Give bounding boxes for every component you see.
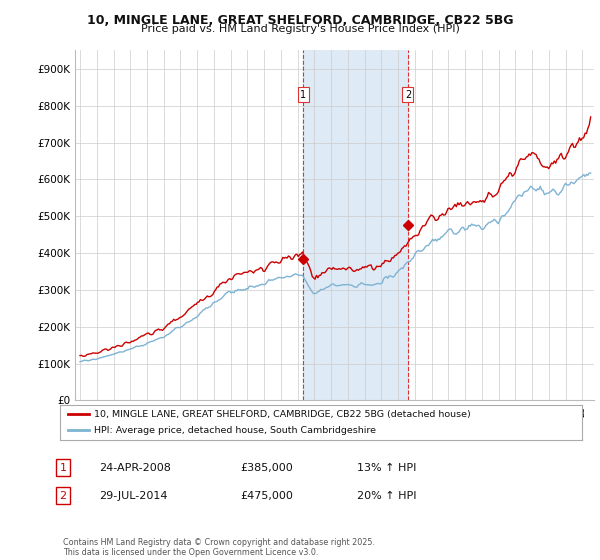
Bar xyxy=(303,50,408,400)
Text: 13% ↑ HPI: 13% ↑ HPI xyxy=(357,463,416,473)
Text: 2: 2 xyxy=(59,491,67,501)
Text: 24-APR-2008: 24-APR-2008 xyxy=(99,463,171,473)
Text: 10, MINGLE LANE, GREAT SHELFORD, CAMBRIDGE, CB22 5BG (detached house): 10, MINGLE LANE, GREAT SHELFORD, CAMBRID… xyxy=(94,410,470,419)
Text: Price paid vs. HM Land Registry's House Price Index (HPI): Price paid vs. HM Land Registry's House … xyxy=(140,24,460,34)
Text: HPI: Average price, detached house, South Cambridgeshire: HPI: Average price, detached house, Sout… xyxy=(94,426,376,435)
Text: 20% ↑ HPI: 20% ↑ HPI xyxy=(357,491,416,501)
Text: £385,000: £385,000 xyxy=(240,463,293,473)
Text: 1: 1 xyxy=(300,90,307,100)
Text: £475,000: £475,000 xyxy=(240,491,293,501)
Text: Contains HM Land Registry data © Crown copyright and database right 2025.
This d: Contains HM Land Registry data © Crown c… xyxy=(63,538,375,557)
Text: 10, MINGLE LANE, GREAT SHELFORD, CAMBRIDGE, CB22 5BG: 10, MINGLE LANE, GREAT SHELFORD, CAMBRID… xyxy=(87,14,513,27)
Text: 29-JUL-2014: 29-JUL-2014 xyxy=(99,491,167,501)
Text: 1: 1 xyxy=(59,463,67,473)
Text: 2: 2 xyxy=(405,90,411,100)
